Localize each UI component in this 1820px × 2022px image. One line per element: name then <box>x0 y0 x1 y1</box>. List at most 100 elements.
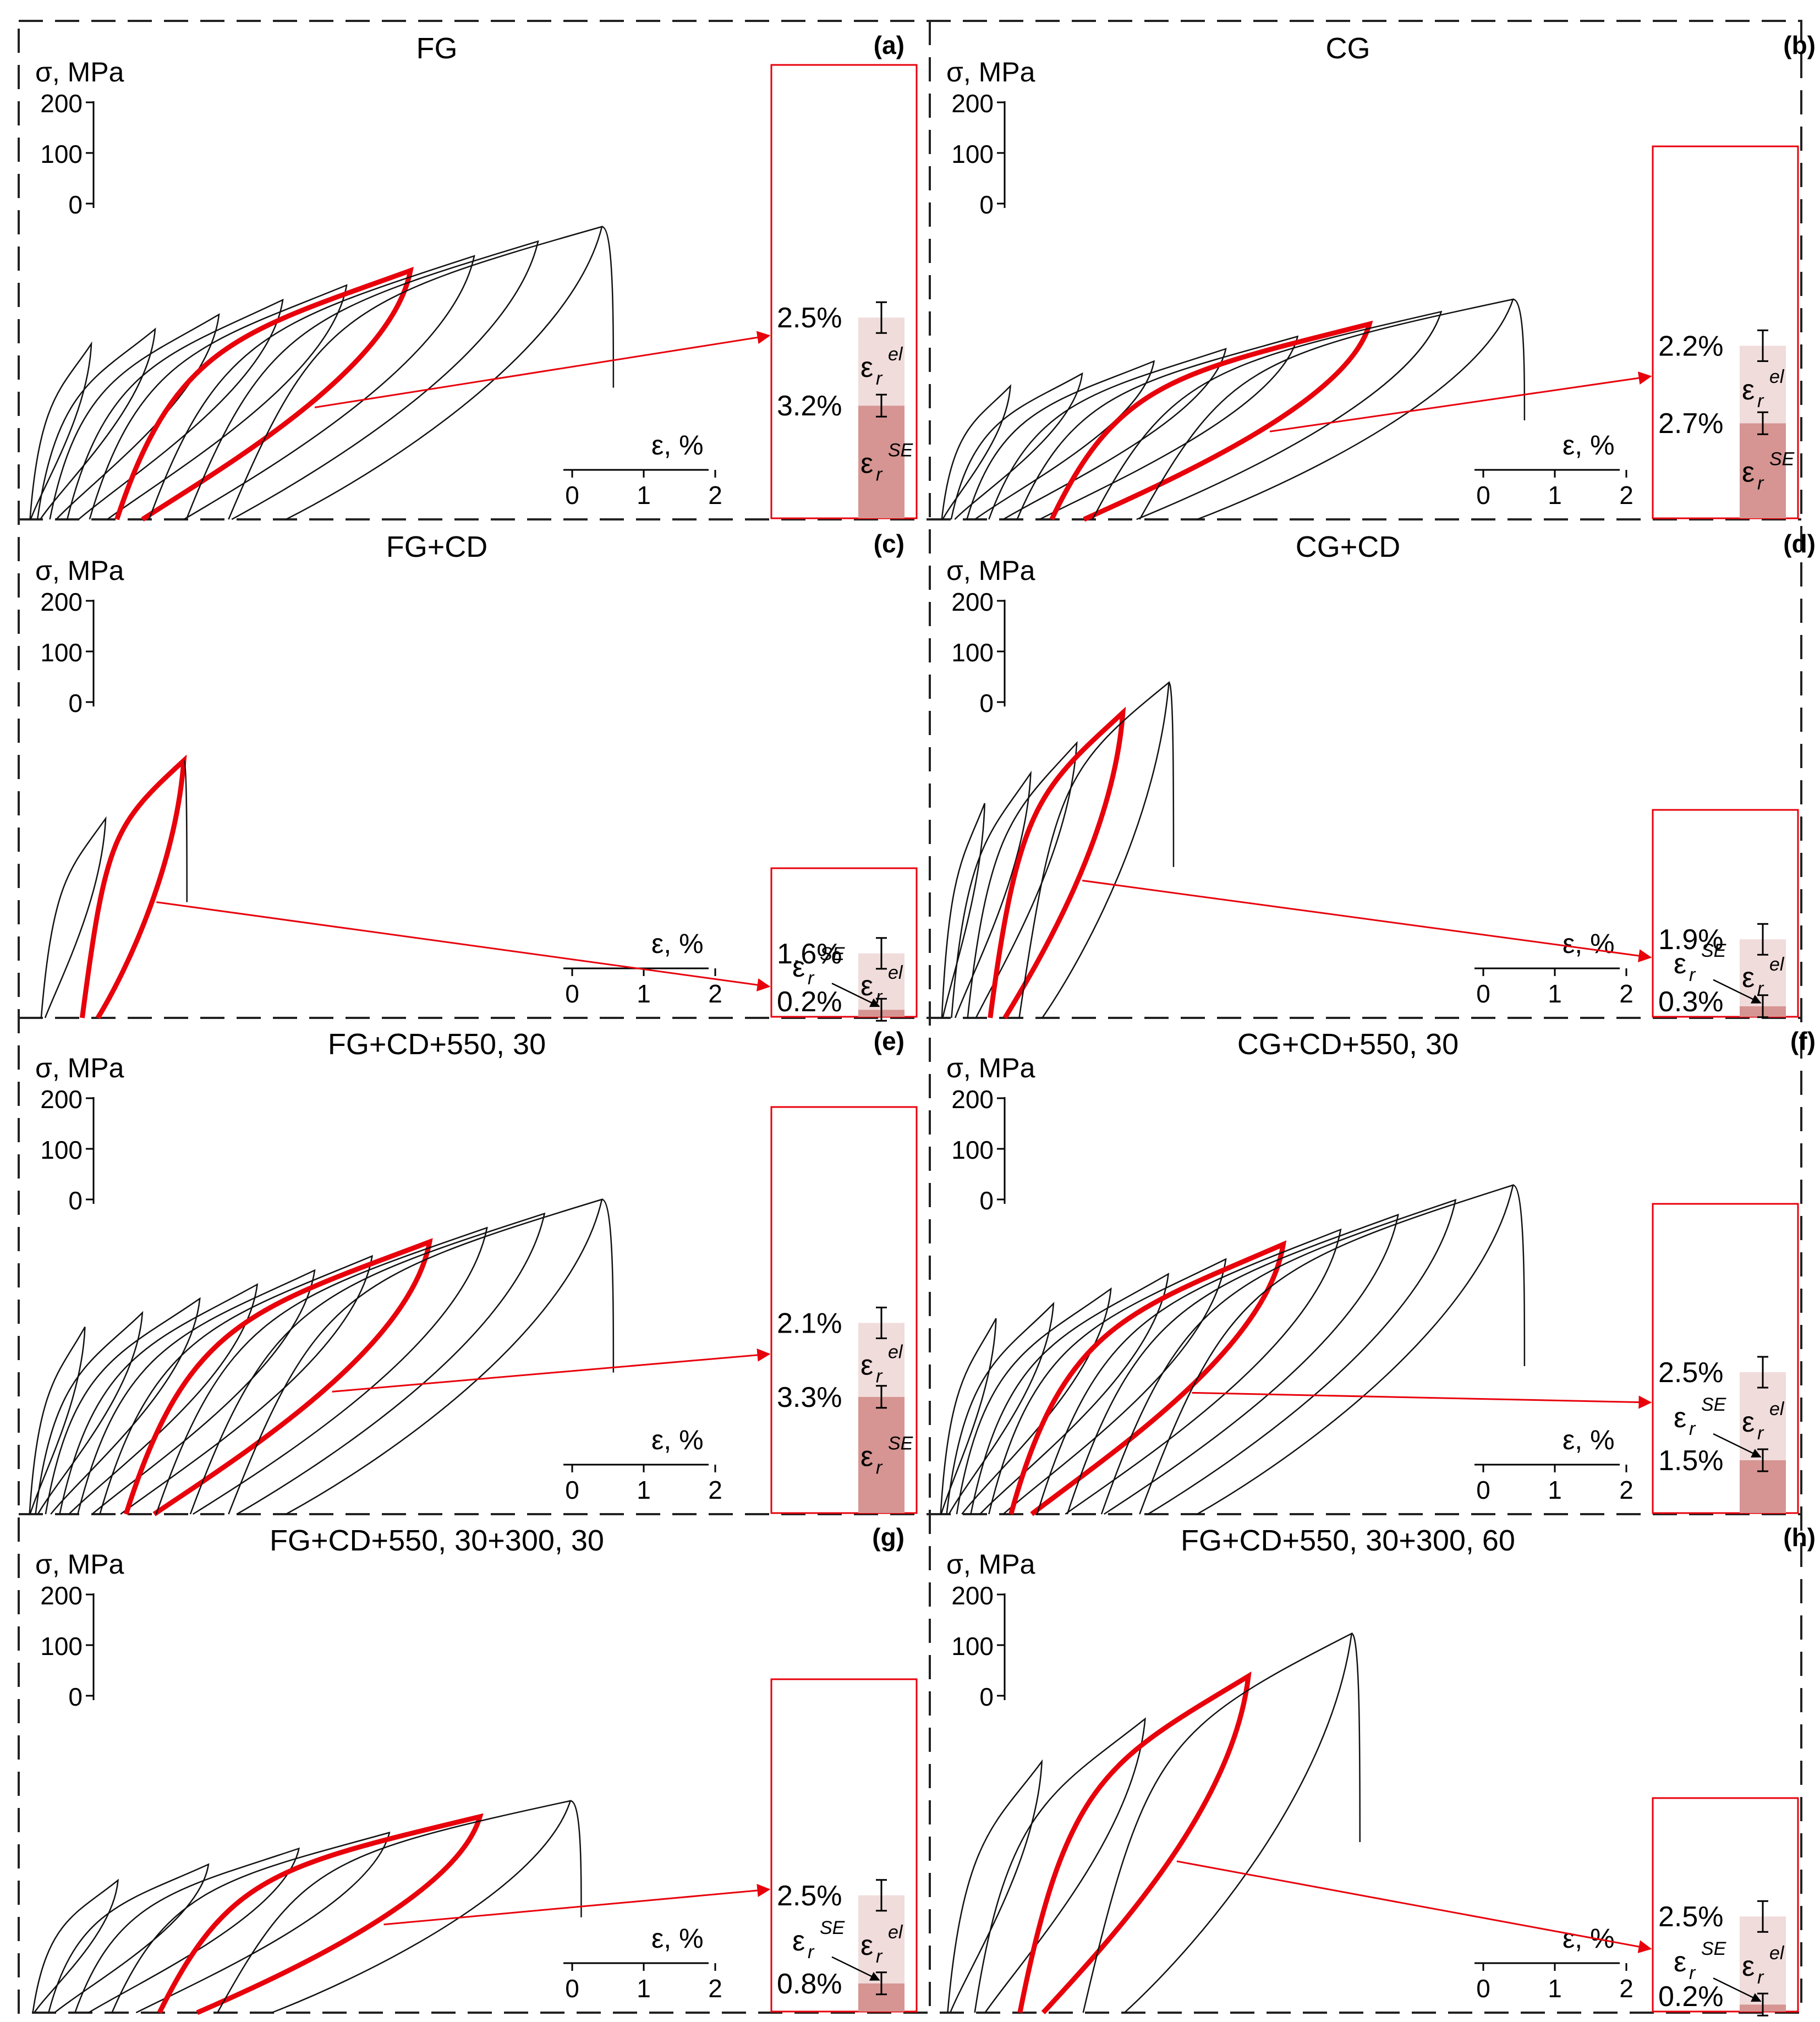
panel-title-h: FG+CD+550, 30+300, 60 <box>1181 1524 1515 1557</box>
se-pointer-h <box>1713 1977 1762 2002</box>
x-tick-label-c-2: 2 <box>708 979 722 1008</box>
el-symbol-h-epsilon: ε <box>1742 1950 1755 1982</box>
x-tick-label-d-1: 1 <box>1548 979 1562 1008</box>
se-pointer-c <box>831 983 880 1007</box>
cycles-d <box>941 681 1175 1020</box>
panel-title-a: FG <box>416 32 458 65</box>
error-bar-el-c <box>876 937 887 970</box>
cycle-b-8 <box>1139 298 1514 520</box>
y-tick-label-h-1: 100 <box>951 1632 994 1661</box>
y-axis-label-c: σ, MPa <box>35 555 124 586</box>
cycle-f-3 <box>956 1287 1112 1515</box>
y-axis-label-a: σ, MPa <box>35 57 124 87</box>
el-symbol-f-sup: el <box>1769 1399 1785 1420</box>
bar-se-b <box>1740 423 1786 518</box>
x-tick-label-b-0: 0 <box>1476 481 1490 509</box>
y-tick-label-f-2: 0 <box>979 1186 994 1215</box>
se-symbol-h-epsilon: ε <box>1674 1946 1686 1978</box>
value-label-el-d: 1.9% <box>1658 924 1724 956</box>
y-tick-label-g-2: 0 <box>68 1683 83 1711</box>
se-symbol-c: ε rSE <box>792 944 845 989</box>
el-symbol-e-epsilon: ε <box>860 1349 873 1381</box>
y-tick-label-a-0: 200 <box>40 89 83 118</box>
cycle-h-2 <box>974 1717 1146 2013</box>
fracture-b <box>1512 298 1526 421</box>
se-symbol-c-sup: SE <box>820 944 845 965</box>
panel-label-d: (d) <box>1783 529 1816 558</box>
cycle-h-3 <box>1017 1671 1252 2015</box>
panel-label-h: (h) <box>1783 1523 1816 1552</box>
x-tick-label-e-1: 1 <box>637 1476 651 1504</box>
y-tick-label-f-1: 100 <box>951 1136 994 1164</box>
cycle-b-5 <box>1016 335 1299 520</box>
cycle-c-1 <box>40 816 107 1018</box>
cycle-e-3 <box>45 1297 201 1515</box>
error-bar-el-f <box>1757 1356 1768 1389</box>
x-tick-label-d-0: 0 <box>1476 979 1490 1008</box>
y-tick-label-h-2: 0 <box>979 1683 994 1711</box>
bar-se-e <box>858 1396 904 1513</box>
value-label-se-b: 2.7% <box>1658 408 1724 440</box>
error-bar-se-a <box>876 393 887 418</box>
cycle-e-9 <box>189 1212 546 1515</box>
cycle-e-8 <box>155 1226 488 1515</box>
x-axis-label-d: ε, % <box>1563 928 1615 959</box>
y-tick-label-c-1: 100 <box>40 638 83 667</box>
cycle-f-8 <box>1066 1213 1399 1515</box>
cycle-e-10 <box>228 1198 603 1515</box>
cycle-g-5 <box>157 1813 484 2015</box>
se-symbol-c-sub: r <box>808 968 815 989</box>
value-label-el-c: 1.6% <box>777 938 842 970</box>
se-symbol-c-epsilon: ε <box>792 951 805 983</box>
value-label-el-b: 2.2% <box>1658 330 1724 362</box>
el-symbol-g-sub: r <box>876 1946 883 1967</box>
se-symbol-a-epsilon: ε <box>860 448 873 480</box>
se-symbol-g-sup: SE <box>820 1917 845 1938</box>
cycle-b-1 <box>941 384 1011 520</box>
el-symbol-h-sub: r <box>1757 1967 1764 1988</box>
panel-grid <box>18 20 1802 2014</box>
el-symbol-a: ε rel <box>860 344 903 389</box>
panel-label-e: (e) <box>874 1027 904 1055</box>
cycle-f-10 <box>1139 1184 1514 1515</box>
el-symbol-e: ε rel <box>860 1341 903 1387</box>
x-tick-label-f-1: 1 <box>1548 1476 1562 1504</box>
se-symbol-d-sub: r <box>1689 965 1696 985</box>
x-axis-label-b: ε, % <box>1563 430 1615 461</box>
se-pointer-f <box>1713 1433 1762 1458</box>
error-bar-el-d <box>1757 923 1768 956</box>
value-label-el-f: 2.5% <box>1658 1357 1724 1389</box>
cycle-g-1 <box>32 1878 119 2013</box>
el-symbol-a-sup: el <box>888 344 903 365</box>
value-label-se-g: 0.8% <box>777 1968 842 2000</box>
se-pointer-g <box>831 1956 880 1981</box>
cycle-a-4 <box>66 298 284 520</box>
el-symbol-f-epsilon: ε <box>1742 1406 1755 1438</box>
x-tick-label-h-2: 2 <box>1619 1974 1633 2003</box>
cycle-f-6 <box>1008 1240 1287 1516</box>
error-bar-se-e <box>876 1385 887 1409</box>
se-symbol-b-sub: r <box>1757 473 1764 494</box>
cycle-c-2 <box>79 754 187 1020</box>
value-label-el-h: 2.5% <box>1658 1901 1724 1933</box>
x-tick-label-e-0: 0 <box>565 1476 579 1504</box>
y-tick-label-e-2: 0 <box>68 1186 83 1215</box>
el-symbol-f: ε rel <box>1742 1399 1785 1444</box>
x-axis-label-g: ε, % <box>651 1923 704 1954</box>
y-tick-label-d-0: 200 <box>951 588 994 616</box>
cycles-a <box>29 226 615 522</box>
x-tick-label-a-2: 2 <box>708 481 722 509</box>
el-symbol-c-sub: r <box>876 987 883 1007</box>
panel-label-c: (c) <box>874 529 904 558</box>
se-symbol-b-epsilon: ε <box>1742 457 1755 489</box>
y-tick-label-a-1: 100 <box>40 140 83 168</box>
se-pointer-d <box>1713 979 1762 1004</box>
y-tick-label-b-2: 0 <box>979 190 994 219</box>
inset-box-d <box>1652 809 1799 1018</box>
se-symbol-d-sup: SE <box>1701 940 1726 961</box>
cycle-g-6 <box>217 1800 572 2014</box>
el-symbol-c-sup: el <box>888 962 903 983</box>
x-tick-label-f-2: 2 <box>1619 1476 1633 1504</box>
se-symbol-g-sub: r <box>808 1942 815 1963</box>
